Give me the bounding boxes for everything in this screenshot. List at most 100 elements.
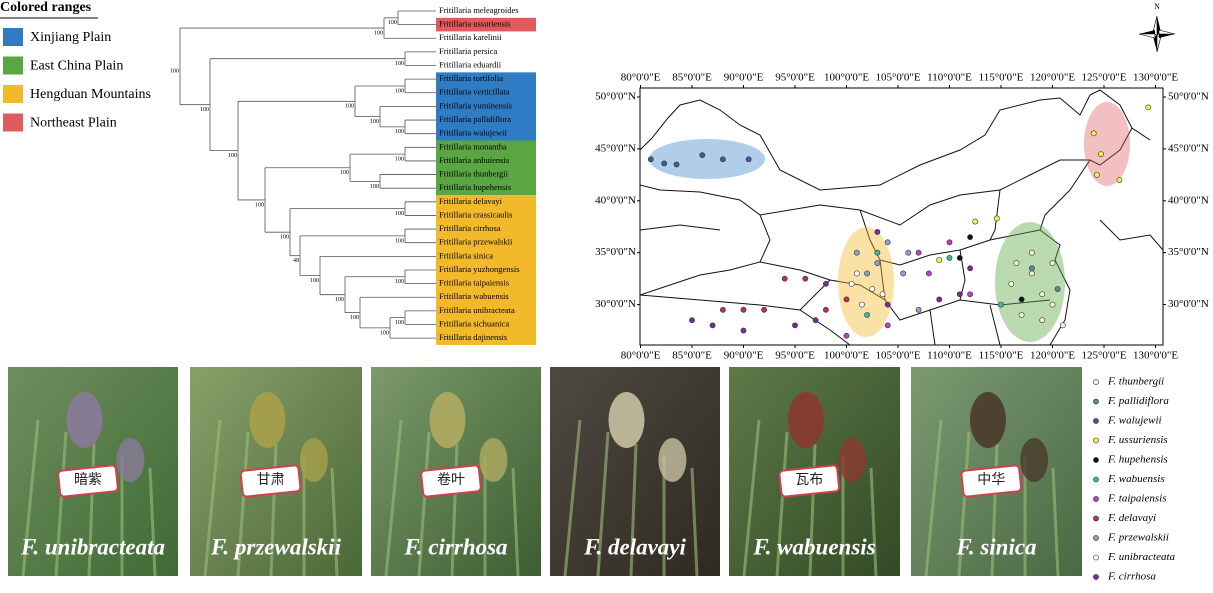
sample-point [689, 317, 695, 324]
leaf-shape [1051, 467, 1060, 577]
species-label: F. cirrhosa [1107, 571, 1156, 583]
sample-point [956, 291, 963, 298]
support-value: 100 [395, 320, 404, 326]
sample-point [946, 239, 953, 246]
sample-point [1049, 260, 1056, 266]
sample-point [792, 322, 798, 329]
lon-label: 120°0'0"E [1030, 350, 1075, 362]
lat-label: 45°0'0"N [595, 142, 636, 154]
sample-point [936, 296, 943, 303]
support-value: 100 [310, 278, 319, 284]
leaf-shape [236, 431, 250, 577]
map-frame [639, 87, 1164, 346]
leaf-shape [924, 419, 943, 577]
lat-label: 50°0'0"N [595, 91, 636, 103]
leaf-label: Fritillaria verticillata [439, 87, 510, 97]
leaf-label: Fritillaria yuminensis [439, 100, 512, 110]
sample-point [859, 301, 865, 308]
sample-point [673, 161, 680, 168]
photo-caption: F. unibracteata [20, 534, 165, 559]
sample-point [926, 270, 932, 277]
species-marker [1093, 457, 1099, 463]
legend-swatch [3, 85, 23, 103]
sample-points [647, 104, 1152, 339]
leaf-label: Fritillaria eduardii [439, 59, 502, 69]
flower-shape [249, 392, 286, 448]
leaf-shape [87, 443, 96, 577]
leaf-shape [596, 431, 610, 577]
leaf-shape [690, 467, 699, 577]
legend-label: Hengduan Mountains [30, 87, 151, 102]
sample-point [998, 301, 1004, 308]
species-marker [1093, 476, 1099, 483]
sample-point [853, 270, 860, 277]
legend-swatch [3, 113, 23, 132]
leaf-shape [330, 467, 339, 577]
sample-point [1093, 171, 1100, 178]
lon-label: 115°0'0"E [979, 350, 1024, 362]
species-label: F. taipaiensis [1107, 493, 1166, 505]
leaf-shape [511, 467, 520, 577]
sample-point [967, 291, 973, 298]
photo-caption: F. cirrhosa [403, 534, 507, 559]
lat-label: 30°0'0"N [595, 298, 636, 310]
sample-point [853, 249, 860, 256]
sample-point [812, 317, 819, 324]
lat-label: 45°0'0"N [1168, 142, 1209, 154]
sample-point [1029, 249, 1035, 256]
support-value: 100 [395, 238, 404, 244]
leaf-label: Fritillaria karelinii [439, 32, 502, 42]
range-hengduan [838, 227, 894, 337]
species-label: F. delavayi [1107, 512, 1156, 524]
lon-label: 85°0'0"E [672, 72, 712, 84]
support-value: 100 [228, 153, 237, 159]
sample-point [1029, 265, 1035, 272]
sample-point [884, 301, 891, 308]
lon-label: 130°0'0"E [1133, 350, 1178, 362]
leaf-label: Fritillaria sinica [439, 250, 493, 260]
species-label: F. walujewii [1107, 415, 1162, 427]
sample-point [864, 270, 870, 277]
leaf-shape [990, 443, 999, 577]
sample-point [1029, 270, 1035, 277]
leaf-shape [563, 419, 582, 577]
lon-label: 80°0'0"E [621, 72, 661, 84]
clade-highlight [436, 195, 536, 345]
sample-point [1039, 291, 1046, 298]
species-marker [1093, 496, 1099, 502]
leaf-shape [775, 431, 789, 577]
leaf-shape [957, 431, 971, 577]
leaf-label: Fritillaria persica [439, 46, 498, 56]
photo-caption: F. sinica [955, 534, 1036, 559]
sample-point [1049, 301, 1056, 308]
sample-point [915, 306, 922, 313]
legend-swatch [3, 56, 23, 75]
sample-point [884, 239, 891, 246]
flower-shape [658, 438, 687, 482]
lon-label: 115°0'0"E [979, 72, 1024, 84]
sample-point [781, 275, 788, 282]
support-value: 100 [388, 20, 397, 26]
sample-point [699, 152, 706, 159]
leaf-label: Fritillaria hupehensis [439, 182, 511, 192]
support-value: 100 [170, 69, 179, 75]
species-label: F. hupehensis [1107, 454, 1168, 466]
flower-shape [969, 392, 1006, 448]
species-marker [1093, 554, 1099, 561]
clade-highlight [436, 17, 536, 32]
sample-point [864, 312, 870, 318]
range-legend: Colored ranges Xinjiang Plain East China … [0, 0, 151, 132]
leaf-label: Fritillaria cirrhosa [439, 223, 501, 233]
photo-tag-text: 中华 [977, 472, 1005, 488]
support-value: 100 [340, 170, 349, 176]
lon-label: 105°0'0"E [875, 72, 920, 84]
leaf-shape [808, 443, 817, 577]
phylogeny: Fritillaria meleagroides Fritillaria ussu… [170, 5, 536, 345]
lon-label: 90°0'0"E [724, 72, 764, 84]
support-value: 100 [395, 88, 404, 94]
sample-point [869, 286, 876, 292]
species-marker [1093, 379, 1099, 385]
support-value: 100 [370, 184, 379, 190]
species-marker [1093, 515, 1099, 522]
leaf-label: Fritillaria walujewii [439, 128, 507, 138]
